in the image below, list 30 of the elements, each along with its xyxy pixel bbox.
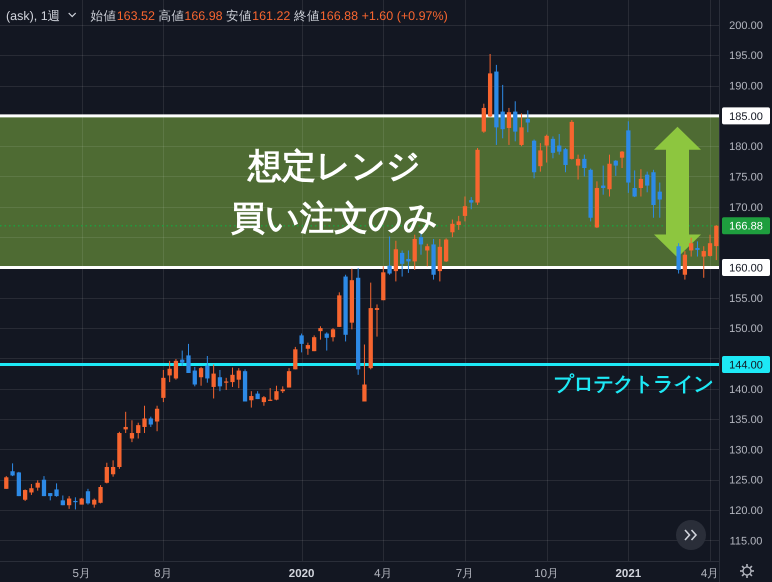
y-tick-label: 175.00 — [729, 171, 763, 184]
y-tick-label: 135.00 — [729, 414, 763, 426]
y-tick-label: 130.00 — [729, 444, 763, 456]
x-tick-label: 8月 — [154, 567, 173, 580]
y-tick-label: 180.00 — [729, 141, 763, 154]
y-tick-label: 115.00 — [730, 535, 762, 548]
text: (ask), 1週 — [6, 9, 61, 23]
y-tick-label: 125.00 — [729, 474, 763, 487]
y-tick-label: 120.00 — [729, 505, 763, 518]
x-tick-label: 4月 — [700, 567, 720, 580]
y-tick-label: 150.00 — [729, 323, 763, 336]
band-label: 想定レンジ買い注文のみ — [230, 148, 438, 238]
x-tick-label: 2020 — [288, 568, 314, 580]
y-tick-label: 200.00 — [729, 20, 763, 32]
y-tick-label: 170.00 — [729, 202, 763, 214]
x-tick-label: 5月 — [72, 567, 91, 580]
x-tick-label: 2021 — [616, 568, 642, 580]
y-tick-label: 155.00 — [729, 292, 763, 305]
ref-line-label: 185.00 — [729, 110, 763, 123]
ref-line-label: 144.00 — [729, 360, 763, 372]
y-tick-label: 195.00 — [729, 50, 763, 62]
x-tick-label: 7月 — [456, 567, 474, 580]
text: 始値163.52 高値166.98 安値161.22 終値166.88 +1.60 (+0.97%) — [90, 9, 448, 23]
y-tick-label: 190.00 — [729, 80, 763, 93]
x-tick-label: 4月 — [374, 567, 392, 580]
x-tick-label: 10月 — [534, 567, 560, 580]
ref-line-label: 166.88 — [729, 220, 763, 233]
annotation: プロテクトライン — [554, 374, 714, 396]
ref-line-label: 160.00 — [729, 262, 763, 274]
y-tick-label: 140.00 — [729, 384, 763, 396]
